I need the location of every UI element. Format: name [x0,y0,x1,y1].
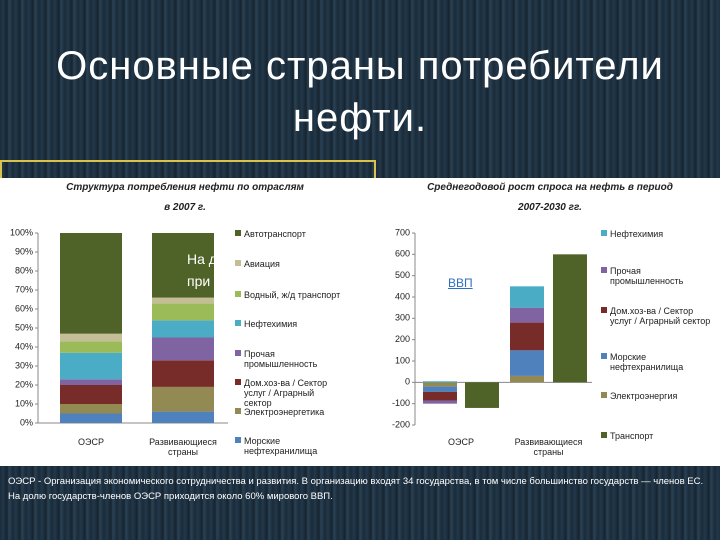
bar-segment [152,233,214,298]
y-tick-label: 400 [395,291,410,301]
slide-title: Основные страны потребители нефти. [56,44,664,140]
bar-segment [510,375,544,383]
legend-entry: Дом.хоз-ва / Сектор услуг / Аграрный сек… [601,306,715,326]
legend-entry: Нефтехимия [601,229,715,239]
y-tick-label: 70% [15,284,33,294]
y-tick-label: 60% [15,303,33,313]
bar-segment [510,286,544,308]
legend-swatch [235,350,241,356]
legend-entry: Нефтехимия [235,319,344,329]
legend-swatch [601,353,607,359]
x-tick-label: Развивающиеся страны [514,437,583,457]
bar-segment [510,322,544,351]
y-tick-label: 40% [15,341,33,351]
y-tick-label: 0% [20,417,33,427]
y-tick-label: 10% [15,398,33,408]
y-tick-label: 80% [15,265,33,275]
y-tick-label: 200 [395,334,410,344]
bar-segment [152,386,214,412]
overlay-text: На д [187,251,217,267]
bar-segment [60,379,122,385]
chart-title: Среднегодовой рост спроса на нефть в пер… [427,182,673,193]
chart-subtitle: 2007-2030 гг. [518,202,582,213]
bar-segment [152,297,214,304]
y-tick-label: 50% [15,322,33,332]
bar-segment [60,413,122,423]
overlay-link[interactable]: ВВП [448,276,473,290]
legend-entry: Авиация [235,259,344,269]
legend-swatch [235,379,241,385]
y-tick-label: 600 [395,249,410,259]
legend-swatch [601,230,607,236]
bar-segment [423,391,457,401]
legend-swatch [601,432,607,438]
bar-segment [152,411,214,423]
legend-swatch [235,291,241,297]
y-tick-label: 100 [395,355,410,365]
y-tick-label: 100% [10,227,33,237]
y-tick-label: 20% [15,379,33,389]
bar-segment [60,404,122,414]
bar-segment [152,303,214,321]
chart-subtitle: в 2007 г. [164,202,206,213]
bar-segment [423,382,457,387]
y-tick-label: 90% [15,246,33,256]
legend-entry: Водный, ж/д транспорт [235,290,344,300]
bar-segment [553,254,587,383]
bar-segment [60,385,122,404]
bar-segment [152,320,214,338]
bar-segment [423,400,457,404]
y-tick-label: 0 [405,377,410,387]
x-tick-label: ОЭСР [78,437,104,447]
bar-segment [423,381,457,383]
y-tick-label: -100 [392,398,410,408]
legend-swatch [235,320,241,326]
footnote: ОЭСР - Организация экономического сотруд… [8,476,704,502]
legend-entry: Дом.хоз-ва / Сектор услуг / Аграрный сек… [235,378,344,408]
bar-segment [510,307,544,323]
bar-segment [152,360,214,387]
bar-segment [60,333,122,342]
bar-segment [465,382,499,408]
overlay-text: при [187,273,211,289]
x-tick-label: ОЭСР [448,437,474,447]
bar-segment [423,386,457,392]
bar-segment [60,341,122,353]
legend-entry: Автотранспорт [235,229,344,239]
legend-entry: Морские нефтехранилища [235,436,344,456]
bar-segment [152,337,214,361]
x-tick-label: Развивающиеся страны [149,437,217,457]
legend-swatch [235,260,241,266]
y-tick-label: 700 [395,227,410,237]
legend-swatch [235,230,241,236]
y-tick-label: -200 [392,419,410,429]
legend-swatch [235,437,241,443]
legend-entry: Прочая промышленность [235,349,344,369]
legend-entry: Транспорт [601,431,715,441]
legend-swatch [601,392,607,398]
chart-title: Структура потребления нефти по отраслям [66,182,304,193]
legend-swatch [601,307,607,313]
legend-swatch [235,408,241,414]
legend-swatch [601,267,607,273]
bar-segment [60,352,122,380]
legend-entry: Электроэнергия [601,391,715,401]
y-tick-label: 30% [15,360,33,370]
legend-entry: Электроэнергетика [235,407,344,417]
bar-segment [60,233,122,334]
y-tick-label: 500 [395,270,410,280]
legend-entry: Морские нефтехранилища [601,352,715,372]
legend-entry: Прочая промышленность [601,266,715,286]
bar-segment [510,350,544,376]
y-tick-label: 300 [395,313,410,323]
